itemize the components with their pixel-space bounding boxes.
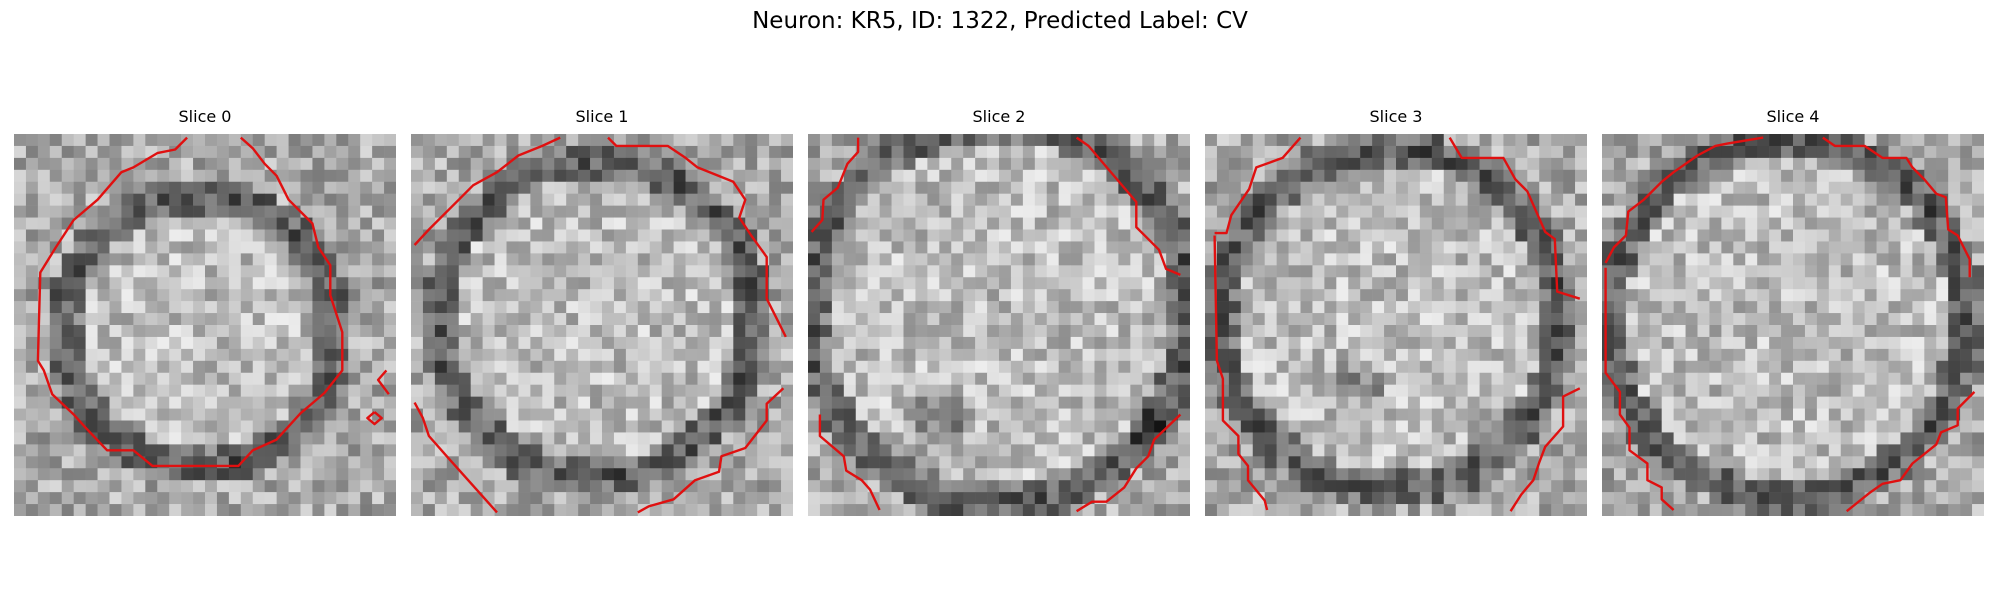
segmentation-contour (1845, 391, 1976, 513)
segmentation-contour (413, 136, 561, 246)
pixel-grid (1602, 134, 1984, 516)
segmentation-contour (1213, 235, 1269, 511)
segmentation-contour (1075, 413, 1182, 513)
segmentation-contour (818, 414, 881, 511)
slice-image (1205, 134, 1587, 516)
pixel-grid (1205, 134, 1587, 516)
segmentation-contour (1822, 136, 1971, 278)
panel-title: Slice 1 (575, 107, 629, 126)
panel-slice-0: Slice 0 (14, 105, 396, 516)
segmentation-contour (637, 387, 785, 514)
panel-title: Slice 4 (1766, 107, 1820, 126)
segmentation-contour (1604, 136, 1764, 264)
slice-image (1602, 134, 1984, 516)
panel-title: Slice 3 (1369, 107, 1423, 126)
slice-image (14, 134, 396, 516)
panel-slice-4: Slice 4 (1602, 105, 1984, 516)
pixel-grid (14, 134, 396, 516)
segmentation-contour (1448, 136, 1581, 300)
pixel-grid (808, 134, 1190, 516)
slice-image (808, 134, 1190, 516)
segmentation-contour (1604, 267, 1675, 511)
segmentation-contour (36, 136, 344, 468)
segmentation-contour (1509, 387, 1581, 512)
segmentation-contour (413, 402, 498, 514)
segmentation-contour (366, 411, 383, 426)
panel-title: Slice 0 (178, 107, 232, 126)
segmentation-contour (1214, 136, 1302, 235)
panel-title: Slice 2 (972, 107, 1026, 126)
panel-slice-2: Slice 2 (808, 105, 1190, 516)
panel-slice-1: Slice 1 (411, 105, 793, 516)
figure-title: Neuron: KR5, ID: 1322, Predicted Label: … (752, 8, 1248, 34)
slice-image (411, 134, 793, 516)
segmentation-contour (376, 369, 390, 395)
segmentation-contour (607, 136, 787, 338)
segmentation-contour (810, 137, 860, 233)
segmentation-contour (1075, 136, 1181, 277)
panel-slice-3: Slice 3 (1205, 105, 1587, 516)
